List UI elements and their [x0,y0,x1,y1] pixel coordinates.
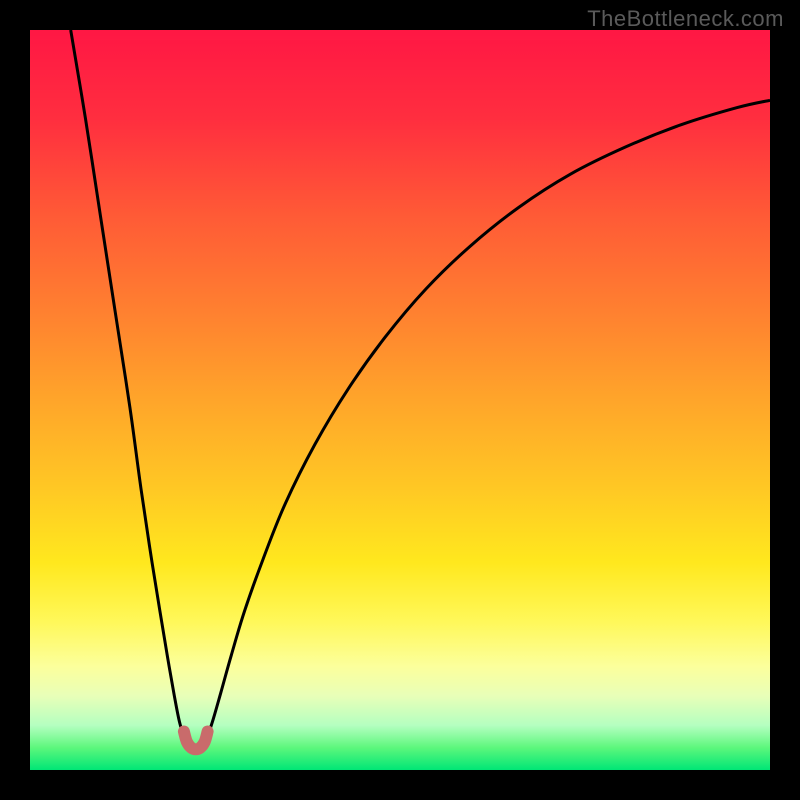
bottom-u-marker [184,732,208,750]
chart-plot-area [30,30,770,770]
watermark-text: TheBottleneck.com [587,6,784,32]
curve-svg [30,30,770,770]
right-curve [208,100,770,736]
left-curve [71,30,184,737]
